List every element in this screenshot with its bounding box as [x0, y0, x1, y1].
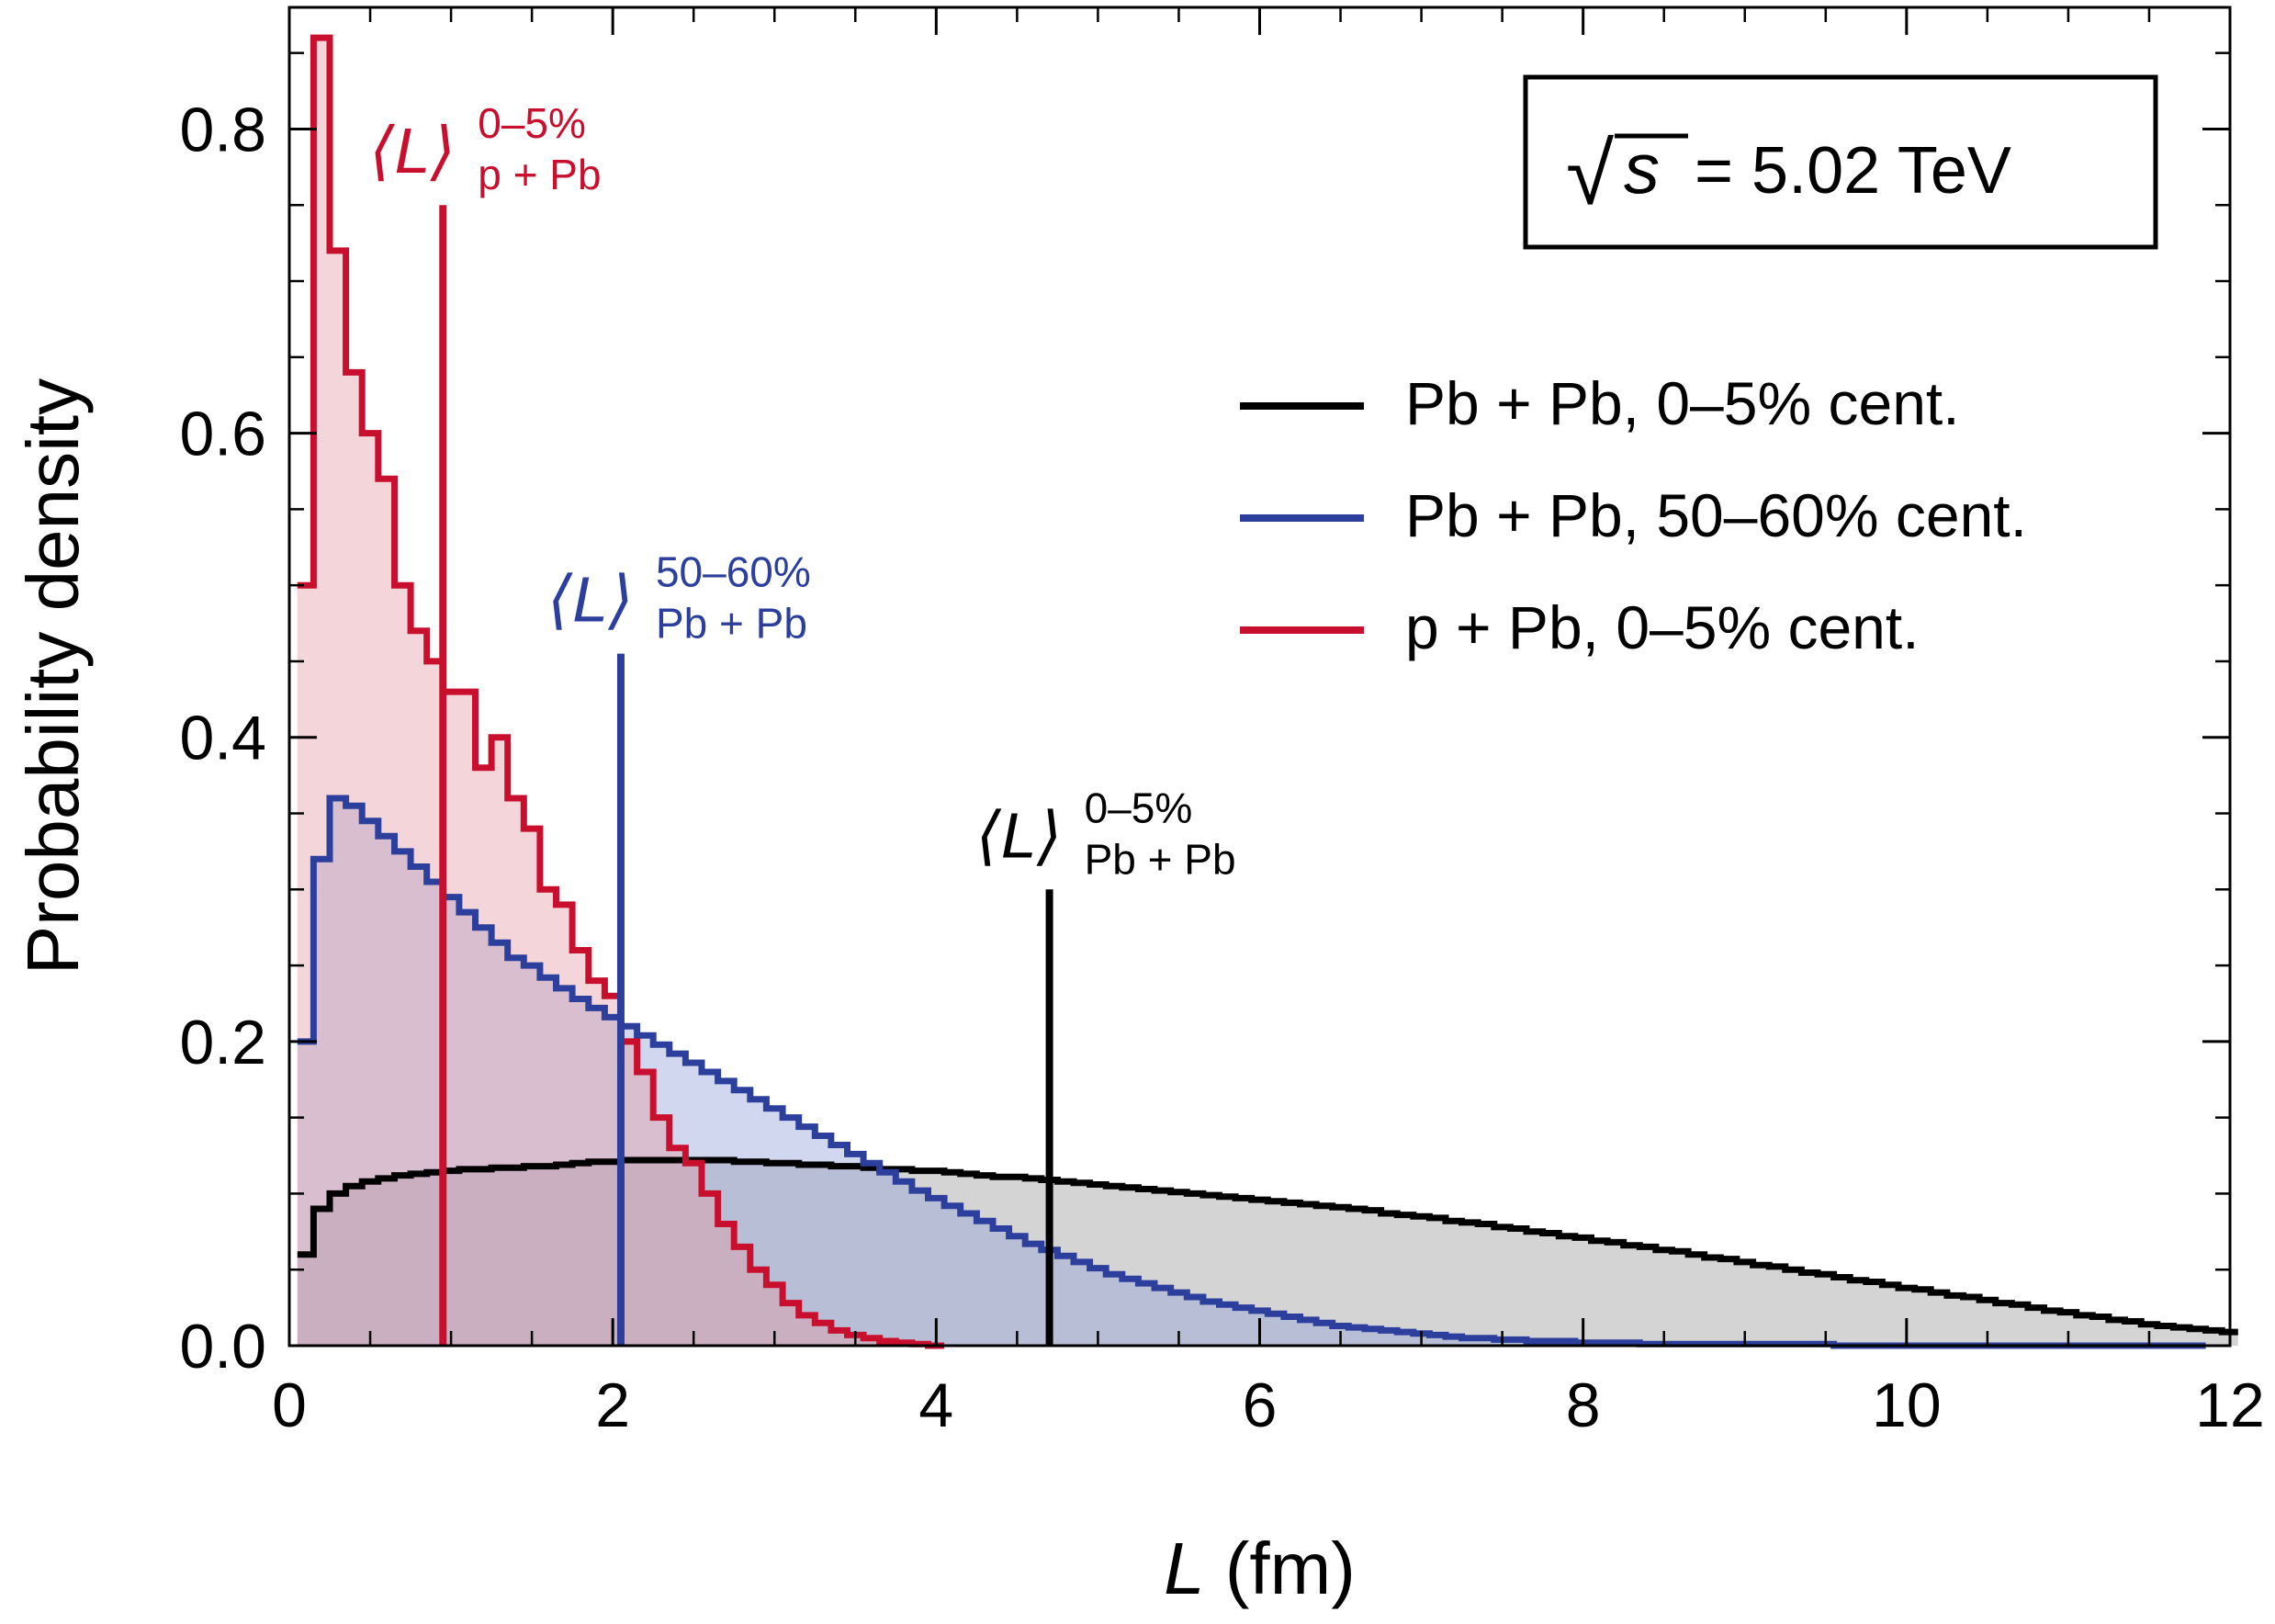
sqrt-variable: s: [1624, 128, 1660, 209]
x-tick-label-6: 12: [2195, 1370, 2265, 1440]
y-axis-label: Probability density: [12, 378, 94, 975]
x-tick-label-1: 2: [595, 1370, 630, 1440]
y-tick-label-3: 0.6: [179, 400, 266, 469]
mean-marker-base-0: ⟨L⟩: [369, 115, 456, 186]
mean-marker-label-0: ⟨L⟩ 0–5%p + Pb: [369, 99, 601, 198]
legend-entry-0: Pb + Pb, 0–5% cent.: [1405, 369, 1960, 437]
mean-marker-sup-0: 0–5%: [478, 99, 586, 147]
series-line-1: [297, 795, 2206, 1349]
mean-marker-label-2: ⟨L⟩ 0–5%Pb + Pb: [976, 784, 1236, 883]
energy-annotation: √ s = 5.02 TeV: [1523, 74, 2158, 250]
y-tick-label-1: 0.2: [179, 1008, 266, 1077]
x-axis-label: L (fm): [1164, 1528, 1356, 1609]
series-line-0: [297, 1156, 2238, 1336]
annotation-box: [1523, 74, 2158, 250]
x-tick-label-0: 0: [272, 1370, 307, 1440]
y-tick-label-4: 0.8: [179, 95, 266, 164]
legend-entry-1: Pb + Pb, 50–60% cent.: [1405, 481, 2027, 549]
x-tick-label-4: 8: [1566, 1370, 1601, 1440]
x-tick-label-3: 6: [1243, 1370, 1278, 1440]
mean-marker-label-1: ⟨L⟩ 50–60%Pb + Pb: [547, 548, 811, 648]
mean-marker-sub-0: p + Pb: [478, 151, 601, 198]
y-tick-label-0: 0.0: [179, 1312, 266, 1382]
annotation-text: = 5.02 TeV: [1695, 134, 2011, 208]
mean-markers: ⟨L⟩ 0–5%p + Pb⟨L⟩ 50–60%Pb + Pb⟨L⟩ 0–5%Pb +…: [369, 99, 1236, 1346]
mean-marker-sup-1: 50–60%: [656, 548, 811, 596]
mean-marker-base-1: ⟨L⟩: [547, 564, 634, 636]
x-axis-label-italic: L: [1164, 1528, 1205, 1609]
legend: Pb + Pb, 0–5% cent. Pb + Pb, 50–60% cent.…: [1240, 369, 2027, 661]
mean-marker-base-2: ⟨L⟩: [976, 799, 1063, 871]
legend-entry-2: p + Pb, 0–5% cent.: [1405, 593, 1920, 661]
y-tick-label-2: 0.4: [179, 704, 266, 773]
mean-marker-sub-1: Pb + Pb: [656, 600, 807, 648]
x-tick-label-2: 4: [918, 1370, 953, 1440]
series-fill-1: [297, 798, 2206, 1346]
mean-marker-sub-2: Pb + Pb: [1085, 835, 1236, 883]
axes: 0 2 4 6 8 10 12 0.0 0.2 0.4 0.6 0.8 L (fm) Probabilit…: [12, 6, 2265, 1609]
x-tick-label-5: 10: [1872, 1370, 1942, 1440]
sqrt-symbol: √: [1566, 126, 1615, 223]
x-axis-label-rest: (fm): [1205, 1528, 1356, 1609]
series-fill-2: [297, 38, 945, 1347]
mean-marker-sup-2: 0–5%: [1085, 784, 1193, 831]
